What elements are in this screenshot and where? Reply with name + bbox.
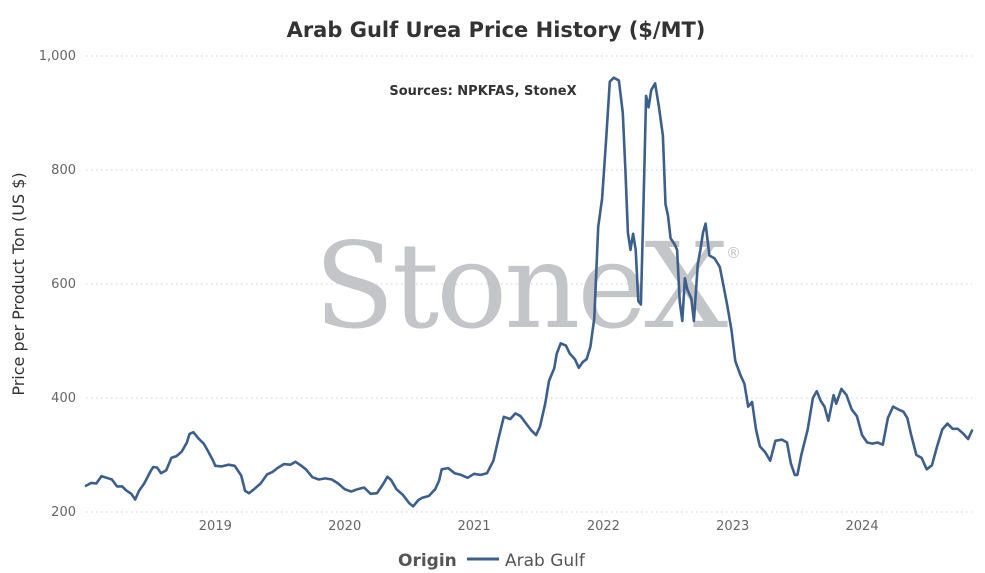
y-axis-ticks: 200 400 600 800 1,000 xyxy=(39,49,76,520)
series-layer xyxy=(84,76,974,508)
x-tick-label: 2019 xyxy=(199,519,232,534)
watermark-text: StoneX xyxy=(314,217,728,355)
source-annotation: Sources: NPKFAS, StoneX xyxy=(389,84,576,99)
y-tick-label: 400 xyxy=(51,391,76,406)
x-axis-ticks: 2019 2020 2021 2022 2023 2024 xyxy=(199,519,879,534)
watermark-registered-mark: ® xyxy=(726,244,741,262)
y-tick-label: 1,000 xyxy=(39,49,76,64)
legend-item-arab-gulf[interactable]: Arab Gulf xyxy=(505,551,586,571)
x-tick-label: 2020 xyxy=(328,519,361,534)
y-tick-label: 800 xyxy=(51,163,76,178)
legend[interactable]: Origin Arab Gulf xyxy=(398,551,586,571)
series-line-arab-gulf[interactable] xyxy=(84,76,974,508)
y-tick-label: 600 xyxy=(51,277,76,292)
legend-title: Origin xyxy=(398,551,457,571)
x-tick-label: 2023 xyxy=(716,519,749,534)
x-tick-label: 2024 xyxy=(846,519,879,534)
y-tick-label: 200 xyxy=(51,505,76,520)
y-axis-label: Price per Product Ton (US $) xyxy=(9,172,28,395)
watermark: StoneX ® xyxy=(314,217,741,355)
x-tick-label: 2021 xyxy=(457,519,490,534)
chart-title: Arab Gulf Urea Price History ($/MT) xyxy=(287,18,706,42)
x-tick-label: 2022 xyxy=(587,519,620,534)
